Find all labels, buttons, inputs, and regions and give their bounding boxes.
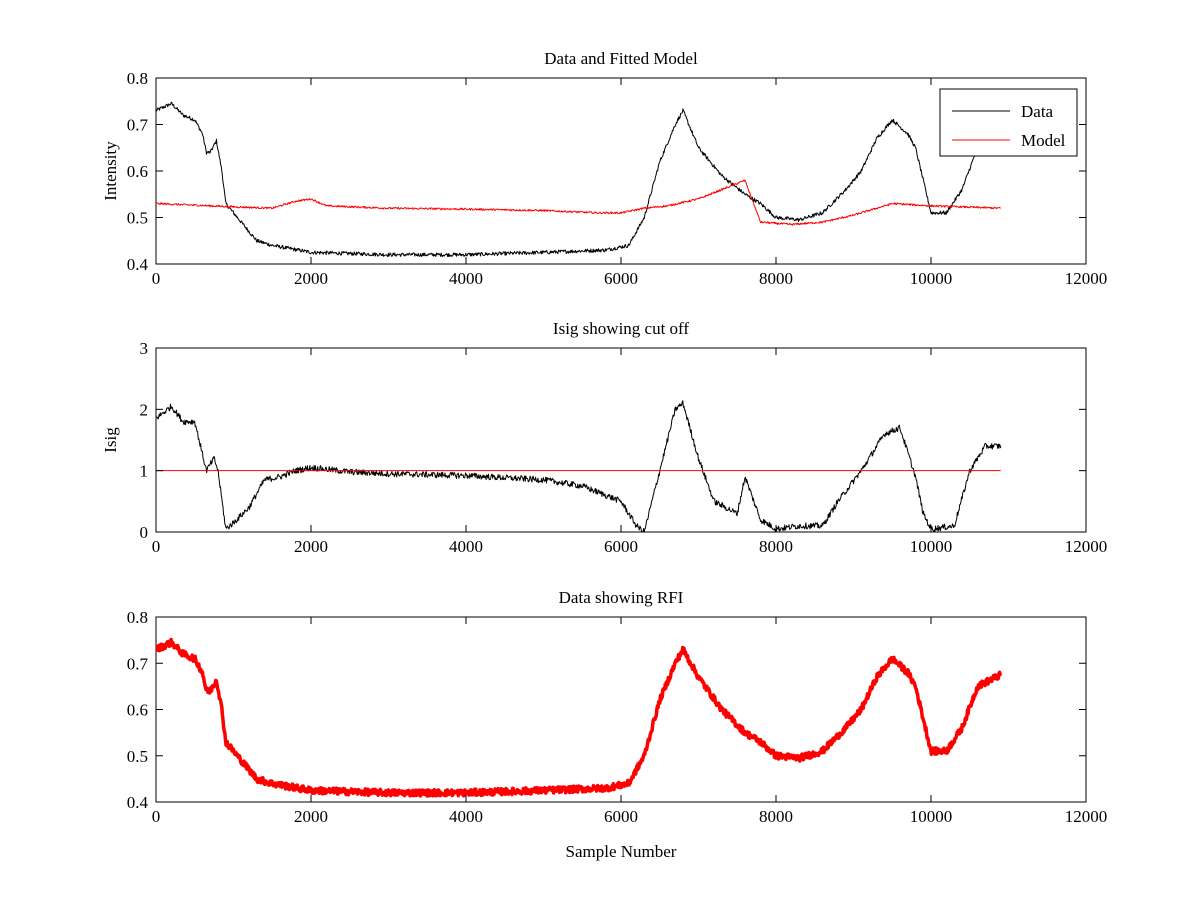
x-tick-label: 12000: [1065, 807, 1108, 826]
y-tick-label: 0.6: [127, 162, 148, 181]
chart-3: 0 2000 4000 6000 8000 10000 12000 0.4 0.5 0.6 0.7 0…: [127, 588, 1108, 861]
x-tick-label: 4000: [449, 807, 483, 826]
x-tick-label: 4000: [449, 537, 483, 556]
y-tick-label: 3: [140, 339, 149, 358]
y-axis-label: Intensity: [101, 141, 120, 201]
x-axis-label: Sample Number: [566, 842, 677, 861]
y-tick-label: 1: [140, 462, 149, 481]
legend-label-data: Data: [1021, 102, 1054, 121]
x-tick-label: 4000: [449, 269, 483, 288]
y-tick-label: 0.7: [127, 654, 149, 673]
series-line-isig: [156, 400, 1002, 532]
y-tick-label: 0.4: [127, 255, 149, 274]
y-tick-label: 0.5: [127, 209, 148, 228]
x-tick-label: 8000: [759, 807, 793, 826]
x-tick-label: 2000: [294, 269, 328, 288]
x-tick-label: 10000: [910, 807, 953, 826]
y-tick-label: 0.8: [127, 608, 148, 627]
x-tick-label: 12000: [1065, 269, 1108, 288]
x-tick-label: 0: [152, 269, 161, 288]
y-tick-label: 0.7: [127, 116, 149, 135]
chart-1: 0 2000 4000 6000 8000 10000 12000 0.4 0.5 0.6 0.7 0…: [101, 49, 1107, 288]
x-tick-label: 8000: [759, 269, 793, 288]
legend-box: [939, 88, 1078, 157]
chart-title: Data showing RFI: [559, 588, 684, 607]
x-tick-label: 6000: [604, 537, 638, 556]
y-tick-label: 2: [140, 400, 149, 419]
chart-title: Data and Fitted Model: [544, 49, 698, 68]
x-tick-label: 10000: [910, 269, 953, 288]
plot-area: [155, 77, 1087, 265]
y-tick-label: 0: [140, 523, 149, 542]
x-tick-label: 0: [152, 537, 161, 556]
plot-area: [155, 347, 1087, 533]
legend-label-model: Model: [1021, 131, 1066, 150]
chart-title: Isig showing cut off: [553, 319, 689, 338]
y-axis-label: Isig: [101, 427, 120, 453]
series-line-data: [156, 637, 1003, 798]
legend: Data Model: [939, 88, 1078, 157]
y-tick-label: 0.6: [127, 701, 148, 720]
x-tick-label: 6000: [604, 269, 638, 288]
series-line-model: [156, 179, 1001, 226]
x-tick-label: 0: [152, 807, 161, 826]
plot-area: [155, 616, 1087, 803]
x-tick-label: 2000: [294, 537, 328, 556]
series-line-data: [156, 101, 978, 258]
x-tick-label: 8000: [759, 537, 793, 556]
y-tick-label: 0.4: [127, 793, 149, 812]
x-tick-label: 12000: [1065, 537, 1108, 556]
y-tick-label: 0.5: [127, 747, 148, 766]
x-tick-label: 6000: [604, 807, 638, 826]
x-tick-label: 2000: [294, 807, 328, 826]
chart-2: 0 2000 4000 6000 8000 10000 12000 0 1 2 3 Isig show…: [101, 319, 1107, 556]
y-tick-label: 0.8: [127, 69, 148, 88]
x-tick-label: 10000: [910, 537, 953, 556]
